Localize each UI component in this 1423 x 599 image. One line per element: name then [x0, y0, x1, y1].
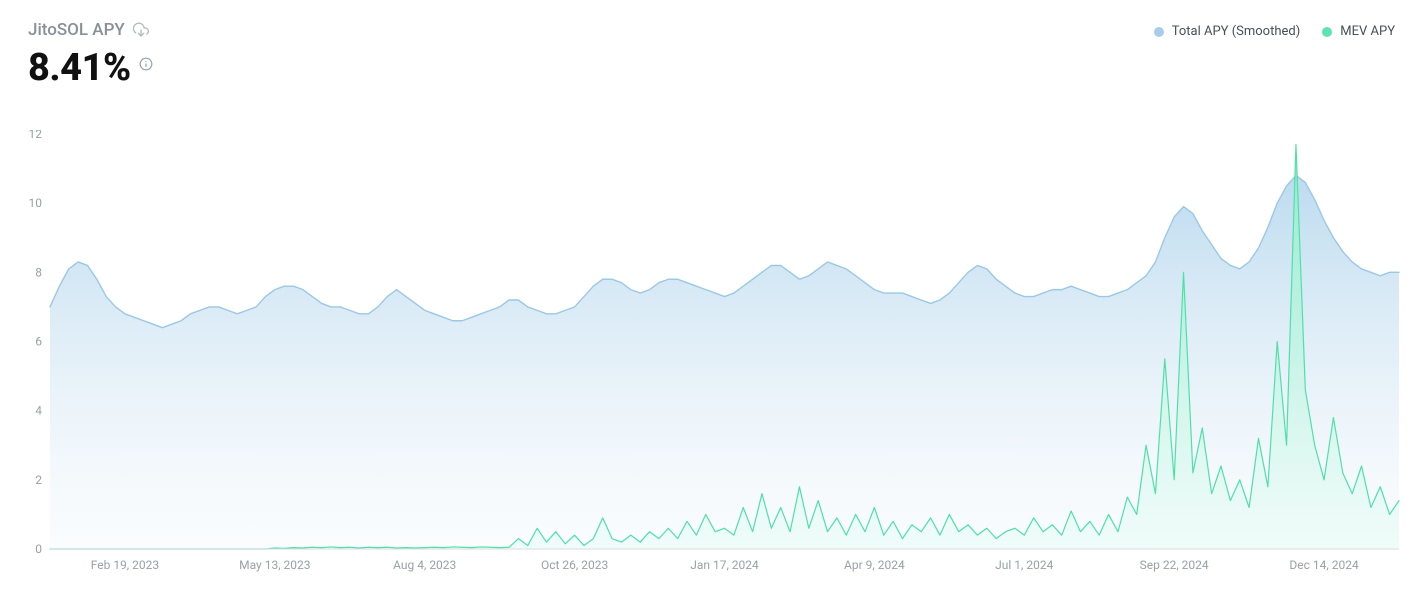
svg-text:Apr 9, 2024: Apr 9, 2024: [844, 558, 905, 572]
svg-text:Dec 14, 2024: Dec 14, 2024: [1289, 558, 1359, 572]
svg-text:4: 4: [35, 404, 42, 418]
legend-item-total[interactable]: Total APY (Smoothed): [1154, 24, 1301, 39]
svg-text:Sep 22, 2024: Sep 22, 2024: [1140, 558, 1209, 572]
svg-text:10: 10: [29, 196, 43, 210]
legend: Total APY (Smoothed) MEV APY: [1154, 20, 1395, 39]
title-block: JitoSOL APY 8.41%: [28, 20, 153, 90]
download-icon[interactable]: [133, 22, 149, 38]
svg-text:Oct 26, 2023: Oct 26, 2023: [541, 558, 608, 572]
chart-svg: 0 2 4 6 8 10 12 Feb 19, 2023 May 13, 2023 Aug 4, …: [28, 130, 1405, 579]
svg-text:Jan 17, 2024: Jan 17, 2024: [690, 558, 759, 572]
headline-value: 8.41%: [28, 46, 131, 90]
legend-swatch-mev: [1322, 27, 1332, 37]
svg-text:12: 12: [29, 130, 43, 141]
svg-text:Feb 19, 2023: Feb 19, 2023: [91, 558, 159, 572]
svg-text:Aug 4, 2023: Aug 4, 2023: [393, 558, 456, 572]
svg-text:May 13, 2023: May 13, 2023: [239, 558, 310, 572]
svg-text:8: 8: [35, 265, 42, 279]
legend-label-total: Total APY (Smoothed): [1172, 24, 1301, 39]
svg-text:0: 0: [35, 542, 42, 556]
legend-item-mev[interactable]: MEV APY: [1322, 24, 1395, 39]
svg-text:6: 6: [35, 335, 42, 349]
chart-title: JitoSOL APY: [28, 20, 125, 40]
legend-label-mev: MEV APY: [1340, 24, 1395, 39]
svg-text:2: 2: [35, 473, 42, 487]
info-icon[interactable]: [139, 57, 153, 71]
chart-area[interactable]: 0 2 4 6 8 10 12 Feb 19, 2023 May 13, 2023 Aug 4, …: [28, 130, 1405, 579]
legend-swatch-total: [1154, 27, 1164, 37]
svg-text:Jul 1, 2024: Jul 1, 2024: [995, 558, 1053, 572]
